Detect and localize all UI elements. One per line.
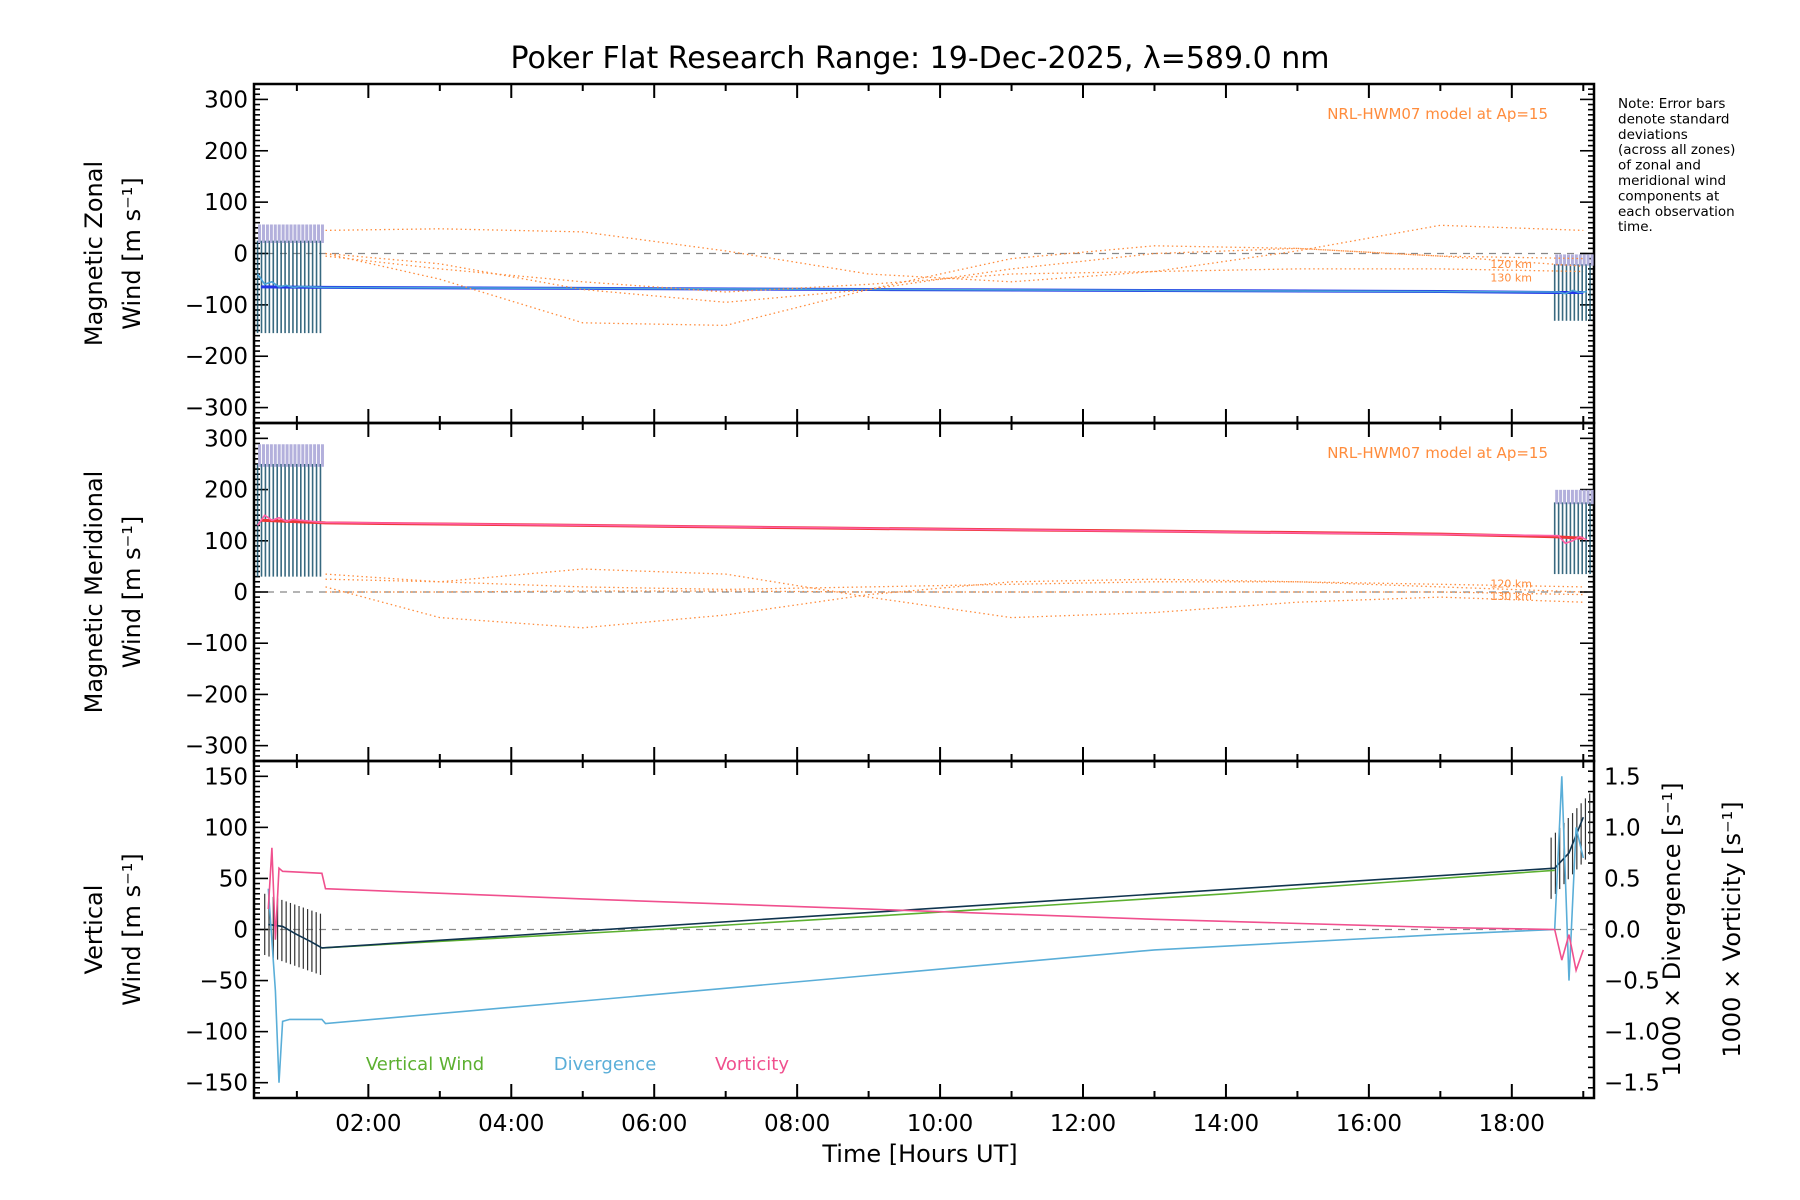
y-tick-label: −100 (185, 1020, 248, 1046)
y-tick-label: −150 (185, 1071, 248, 1097)
altitude-label: 120 km (1490, 258, 1532, 271)
series-vorticity (267, 847, 1585, 974)
y2-tick-label: −0.5 (1604, 969, 1660, 995)
altitude-label: 130 km (1490, 590, 1532, 603)
vorticity-axis-label: 1000 × Vorticity [s⁻¹] (1718, 801, 1746, 1057)
y-tick-label: −100 (185, 293, 248, 319)
note-line: meridional wind (1618, 173, 1726, 189)
model-label: NRL-HWM07 model at Ap=15 (1327, 105, 1548, 123)
y-tick-label: 200 (204, 478, 248, 504)
y-tick-label: 100 (204, 529, 248, 555)
chart-title: Poker Flat Research Range: 19-Dec-2025, … (511, 41, 1330, 76)
y-tick-label: −300 (185, 734, 248, 760)
model-label: NRL-HWM07 model at Ap=15 (1327, 444, 1548, 462)
series-meridional-wind-observed- (256, 514, 1588, 545)
series-hwm07-model-1 (325, 568, 1584, 619)
y-axis-label: Wind [m s⁻¹] (118, 177, 146, 329)
y-tick-label: −200 (185, 682, 248, 708)
note-line: of zonal and (1618, 158, 1701, 174)
y2-tick-label: 1.5 (1604, 764, 1641, 790)
series-hwm07-model-130-km (325, 255, 1584, 293)
y-axis-label: Vertical (80, 885, 108, 975)
altitude-label: 120 km (1490, 577, 1532, 590)
series-vertical-wind-observed (268, 816, 1585, 949)
y-tick-label: 0 (233, 918, 248, 944)
y-axis-label: Wind [m s⁻¹] (118, 853, 146, 1005)
y-tick-label: 200 (204, 139, 248, 165)
series-hwm07-model-2 (325, 245, 1584, 327)
y-tick-label: −100 (185, 631, 248, 657)
y-tick-label: 300 (204, 87, 248, 113)
y-axis-label: Wind [m s⁻¹] (118, 516, 146, 668)
note-line: denote standard (1618, 111, 1729, 127)
y-tick-label: 0 (233, 580, 248, 606)
y-tick-label: −200 (185, 344, 248, 370)
panel-meridional: −300 −200 −100 0 100 200 300 Magnetic Meridiona… (80, 421, 1596, 763)
y-tick-label: −50 (199, 969, 248, 995)
series-hwm07-model-120-km (325, 247, 1584, 303)
y-axis-label: Magnetic Meridional (80, 471, 108, 714)
panel-vertical: 02:00 04:00 06:00 08:00 10:00 12:00 14:00 16:00… (80, 759, 1746, 1137)
x-axis-label: Time [Hours UT] (821, 1140, 1017, 1168)
y-axis-label: Magnetic Zonal (80, 161, 108, 346)
x-tick-label: 08:00 (764, 1111, 830, 1137)
x-tick-label: 14:00 (1193, 1111, 1259, 1137)
x-tick-label: 18:00 (1479, 1111, 1545, 1137)
series-hwm07-model-2 (325, 578, 1584, 629)
x-tick-label: 12:00 (1050, 1111, 1116, 1137)
series-hwm07-model-1 (325, 224, 1584, 283)
note-line: deviations (1618, 127, 1688, 143)
plot-panels: −300 −200 −100 0 100 200 300 Magnetic Zonal Wind… (80, 82, 1746, 1137)
y2-tick-label: −1.5 (1604, 1071, 1660, 1097)
series-hwm07-model-130-km (325, 590, 1584, 596)
legend-entry: Divergence (554, 1054, 657, 1075)
note-line: (across all zones) (1618, 142, 1735, 158)
y2-tick-label: 0.5 (1604, 866, 1641, 892)
note-line: components at (1618, 188, 1719, 204)
altitude-label: 130 km (1490, 272, 1532, 285)
y-tick-label: −300 (185, 396, 248, 422)
series-zonal-wind-observed- (256, 273, 1588, 295)
y2-tick-label: 1.0 (1604, 815, 1641, 841)
panel-zonal: −300 −200 −100 0 100 200 300 Magnetic Zonal Wind… (80, 82, 1596, 425)
y-tick-label: 0 (233, 242, 248, 268)
y-tick-label: 100 (204, 815, 248, 841)
x-tick-label: 10:00 (907, 1111, 973, 1137)
note-line: time. (1618, 219, 1653, 235)
y-tick-label: 100 (204, 190, 248, 216)
y2-tick-label: −1.0 (1604, 1020, 1660, 1046)
series-divergence (267, 776, 1585, 1083)
y-tick-label: 150 (204, 764, 248, 790)
legend-entry: Vertical Wind (366, 1054, 484, 1075)
divergence-axis-label: 1000 × Divergence [s⁻¹] (1658, 782, 1686, 1076)
y-tick-label: 50 (219, 866, 248, 892)
x-tick-label: 04:00 (478, 1111, 544, 1137)
y-tick-label: 300 (204, 426, 248, 452)
x-tick-label: 06:00 (621, 1111, 687, 1137)
x-tick-label: 16:00 (1336, 1111, 1402, 1137)
legend-entry: Vorticity (715, 1054, 789, 1075)
x-tick-label: 02:00 (335, 1111, 401, 1137)
note-line: Note: Error bars (1618, 96, 1725, 112)
note-line: each observation (1618, 204, 1735, 220)
y2-tick-label: 0.0 (1604, 918, 1641, 944)
